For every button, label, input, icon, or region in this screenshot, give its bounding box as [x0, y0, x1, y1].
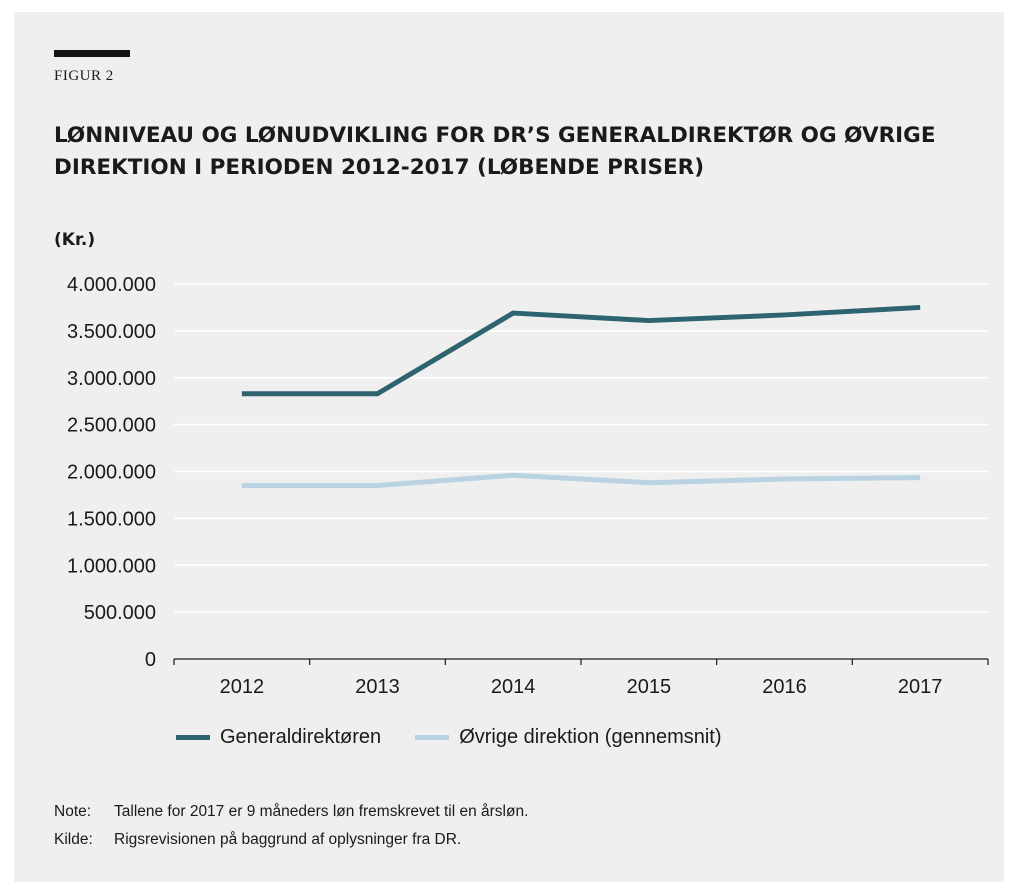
y-tick-label: 4.000.000	[67, 274, 156, 296]
y-tick-label: 0	[145, 649, 156, 671]
x-tick-label: 2014	[491, 676, 536, 698]
y-tick-label: 2.500.000	[67, 415, 156, 437]
note-label: Note:	[54, 803, 92, 820]
source-text: Rigsrevisionen på baggrund af oplysninge…	[114, 831, 462, 848]
legend-swatch-series-1	[176, 735, 210, 740]
source-row: Kilde: Rigsrevisionen på baggrund af opl…	[54, 826, 528, 854]
legend-label-series-1: Generaldirektøren	[220, 726, 382, 748]
x-tick-label: 2017	[898, 676, 943, 698]
legend-swatch-series-2	[415, 735, 450, 740]
legend-label-series-2: Øvrige direktion (gennemsnit)	[459, 726, 722, 748]
line-chart: 0 500.000 1.000.000 1.500.000 2.000.000 2.500…	[67, 274, 989, 698]
figure-panel: FIGUR 2 LØNNIVEAU OG LØNUDVIKLING FOR DR…	[14, 12, 1004, 882]
figure-accent-bar	[54, 50, 130, 57]
source-label: Kilde:	[54, 831, 93, 848]
y-tick-label: 3.000.000	[67, 368, 156, 390]
legend-item-ovrige-direktion: Øvrige direktion (gennemsnit)	[415, 726, 722, 749]
note-row: Note: Tallene for 2017 er 9 måneders løn…	[54, 798, 528, 826]
series-line-2	[241, 472, 921, 489]
figure-label: FIGUR 2	[54, 68, 114, 84]
legend-item-generaldirektoren: Generaldirektøren	[176, 726, 381, 749]
chart-legend: Generaldirektøren Øvrige direktion (genn…	[176, 726, 756, 749]
note-text: Tallene for 2017 er 9 måneders løn frems…	[114, 803, 529, 820]
y-tick-label: 1.500.000	[67, 508, 156, 530]
x-tick-label: 2015	[627, 676, 672, 698]
series-line-1	[241, 304, 921, 397]
chart-title: LØNNIVEAU OG LØNUDVIKLING FOR DR’S GENER…	[54, 123, 936, 180]
y-tick-label: 1.000.000	[67, 555, 156, 577]
y-tick-label: 2.000.000	[67, 462, 156, 484]
y-axis-unit-label: (Kr.)	[54, 230, 96, 250]
y-tick-label: 500.000	[84, 602, 156, 624]
x-tick-label: 2013	[355, 676, 400, 698]
x-tick-label: 2016	[762, 676, 807, 698]
y-tick-label: 3.500.000	[67, 321, 156, 343]
figure-notes: Note: Tallene for 2017 er 9 måneders løn…	[54, 798, 528, 854]
x-tick-label: 2012	[220, 676, 265, 698]
